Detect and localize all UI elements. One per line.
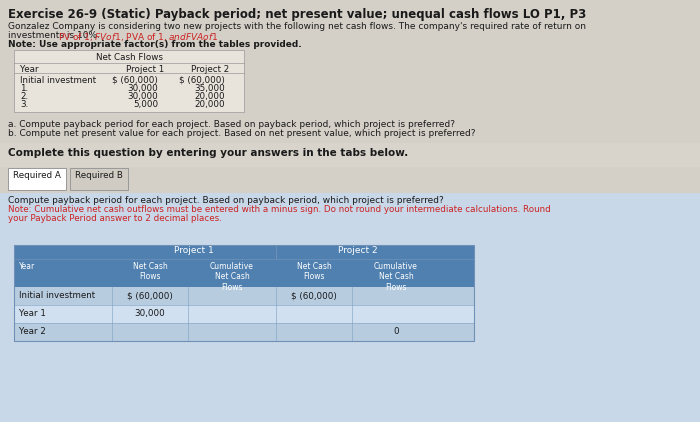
Text: 0: 0 (393, 327, 399, 336)
Text: 1.: 1. (20, 84, 28, 93)
Text: Cumulative
Net Cash
Flows: Cumulative Net Cash Flows (374, 262, 418, 292)
Text: Note: Use appropriate factor(s) from the tables provided.: Note: Use appropriate factor(s) from the… (8, 40, 302, 49)
Text: Project 2: Project 2 (338, 246, 378, 255)
Text: $ (60,000): $ (60,000) (127, 291, 173, 300)
Text: PV of $1, FV of $1, PVA of $1, and FVA of $1: PV of $1, FV of $1, PVA of $1, and FVA o… (58, 31, 218, 43)
Text: 30,000: 30,000 (127, 84, 158, 93)
Text: Compute payback period for each project. Based on payback period, which project : Compute payback period for each project.… (8, 196, 444, 205)
Text: Project 1: Project 1 (126, 65, 164, 74)
Bar (8, 168, 66, 190)
Text: Required B: Required B (75, 171, 123, 180)
Bar (0, 239, 700, 422)
Text: $ (60,000): $ (60,000) (112, 76, 158, 85)
Text: Project 2: Project 2 (191, 65, 229, 74)
Text: 2.: 2. (20, 92, 28, 101)
Text: Initial investment: Initial investment (19, 291, 95, 300)
Text: Complete this question by entering your answers in the tabs below.: Complete this question by entering your … (8, 148, 408, 158)
Bar (14, 245, 474, 259)
Text: 5,000: 5,000 (133, 100, 158, 109)
Text: 35,000: 35,000 (195, 84, 225, 93)
Text: Cumulative
Net Cash
Flows: Cumulative Net Cash Flows (210, 262, 254, 292)
Text: Gonzalez Company is considering two new projects with the following net cash flo: Gonzalez Company is considering two new … (8, 22, 586, 31)
Text: 20,000: 20,000 (195, 100, 225, 109)
Text: Year: Year (20, 65, 38, 74)
Text: Year 2: Year 2 (19, 327, 46, 336)
Bar (0, 143, 700, 167)
Bar (0, 167, 700, 193)
Text: Year 1: Year 1 (19, 309, 46, 318)
Bar (14, 323, 474, 341)
Text: Year: Year (19, 262, 35, 271)
Text: $ (60,000): $ (60,000) (291, 291, 337, 300)
Text: Net Cash
Flows: Net Cash Flows (132, 262, 167, 281)
Bar (14, 287, 474, 305)
Text: Project 1: Project 1 (174, 246, 214, 255)
Text: $ (60,000): $ (60,000) (179, 76, 225, 85)
Bar (14, 305, 474, 323)
Bar (0, 193, 700, 239)
Text: a. Compute payback period for each project. Based on payback period, which proje: a. Compute payback period for each proje… (8, 120, 455, 129)
Text: b. Compute net present value for each project. Based on net present value, which: b. Compute net present value for each pr… (8, 129, 475, 138)
Bar (14, 50, 244, 112)
Text: 30,000: 30,000 (134, 309, 165, 318)
Text: 30,000: 30,000 (127, 92, 158, 101)
Text: Note: Cumulative net cash outflows must be entered with a minus sign. Do not rou: Note: Cumulative net cash outflows must … (8, 205, 551, 214)
Text: investments is 10%.: investments is 10%. (8, 31, 103, 40)
Text: 20,000: 20,000 (195, 92, 225, 101)
Text: Required A: Required A (13, 171, 61, 180)
Text: 3.: 3. (20, 100, 28, 109)
Bar (70, 168, 128, 190)
Text: Net Cash Flows: Net Cash Flows (97, 53, 164, 62)
Text: Exercise 26-9 (Static) Payback period; net present value; unequal cash flows LO : Exercise 26-9 (Static) Payback period; n… (8, 8, 587, 21)
Bar (14, 245, 474, 341)
Bar (14, 259, 474, 287)
Text: Initial investment: Initial investment (20, 76, 96, 85)
Text: Net Cash
Flows: Net Cash Flows (297, 262, 331, 281)
Text: your Payback Period answer to 2 decimal places.: your Payback Period answer to 2 decimal … (8, 214, 222, 223)
